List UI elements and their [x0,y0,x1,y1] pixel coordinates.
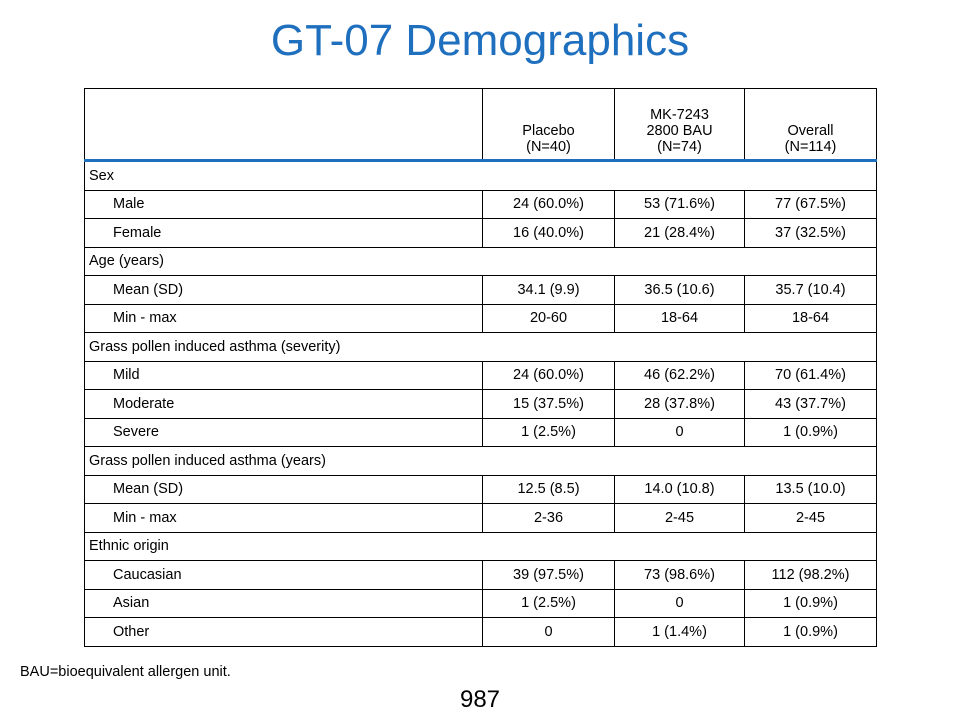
cell-placebo: 34.1 (9.9) [482,275,615,305]
row-label: Min - max [84,503,483,533]
table-row: Mild 24 (60.0%) 46 (62.2%) 70 (61.4%) [84,360,877,390]
cell-mk7243: 73 (98.6%) [614,560,745,590]
cell-overall: 37 (32.5%) [744,218,877,248]
cell-overall: 13.5 (10.0) [744,474,877,504]
section-label: Grass pollen induced asthma (years) [84,446,877,476]
section-label: Age (years) [84,246,877,276]
table-header-row: Placebo (N=40) MK-7243 2800 BAU (N=74) O… [84,88,877,162]
cell-mk7243: 0 [614,588,745,618]
section-row: Grass pollen induced asthma (severity) [84,332,877,362]
row-label: Asian [84,588,483,618]
cell-placebo: 15 (37.5%) [482,389,615,419]
cell-mk7243: 0 [614,417,745,447]
cell-placebo: 20-60 [482,303,615,333]
table-row: Caucasian 39 (97.5%) 73 (98.6%) 112 (98.2%) [84,560,877,590]
cell-placebo: 16 (40.0%) [482,218,615,248]
table-row: Asian 1 (2.5%) 0 1 (0.9%) [84,588,877,618]
row-label: Mean (SD) [84,474,483,504]
row-label: Min - max [84,303,483,333]
section-label: Sex [84,160,877,191]
header-empty-cell [84,88,483,162]
cell-placebo: 24 (60.0%) [482,189,615,219]
cell-placebo: 2-36 [482,503,615,533]
row-label: Other [84,617,483,647]
cell-mk7243: 1 (1.4%) [614,617,745,647]
row-label: Mild [84,360,483,390]
section-row: Grass pollen induced asthma (years) [84,446,877,476]
cell-overall: 1 (0.9%) [744,588,877,618]
cell-mk7243: 46 (62.2%) [614,360,745,390]
cell-mk7243: 21 (28.4%) [614,218,745,248]
row-label: Male [84,189,483,219]
row-label: Mean (SD) [84,275,483,305]
cell-mk7243: 36.5 (10.6) [614,275,745,305]
table-body: Sex Male 24 (60.0%) 53 (71.6%) 77 (67.5%) Fem… [84,160,877,647]
cell-overall: 35.7 (10.4) [744,275,877,305]
row-label: Severe [84,417,483,447]
section-row: Sex [84,160,877,191]
header-placebo: Placebo (N=40) [482,88,615,162]
header-placebo-line: Placebo [522,123,575,139]
table-row: Female 16 (40.0%) 21 (28.4%) 37 (32.5%) [84,218,877,248]
cell-placebo: 12.5 (8.5) [482,474,615,504]
section-row: Ethnic origin [84,531,877,561]
demographics-table: Placebo (N=40) MK-7243 2800 BAU (N=74) O… [84,88,877,647]
header-mk-line1: MK-7243 [650,107,709,123]
page-title: GT-07 Demographics [270,16,690,65]
header-placebo-n: (N=40) [526,139,571,155]
cell-overall: 43 (37.7%) [744,389,877,419]
cell-mk7243: 14.0 (10.8) [614,474,745,504]
header-overall: Overall (N=114) [744,88,877,162]
table-row: Mean (SD) 34.1 (9.9) 36.5 (10.6) 35.7 (10.4… [84,275,877,305]
section-label: Grass pollen induced asthma (severity) [84,332,877,362]
table-row: Other 0 1 (1.4%) 1 (0.9%) [84,617,877,647]
cell-overall: 70 (61.4%) [744,360,877,390]
header-mk7243: MK-7243 2800 BAU (N=74) [614,88,745,162]
footnote: BAU=bioequivalent allergen unit. [20,664,231,680]
header-mk-line2: 2800 BAU [646,123,713,139]
cell-mk7243: 28 (37.8%) [614,389,745,419]
header-overall-n: (N=114) [784,139,837,155]
header-mk-n: (N=74) [657,139,702,155]
table-row: Min - max 2-36 2-45 2-45 [84,503,877,533]
header-overall-line: Overall [787,123,834,139]
page-number: 987 [459,686,501,713]
table-row: Min - max 20-60 18-64 18-64 [84,303,877,333]
cell-placebo: 39 (97.5%) [482,560,615,590]
cell-overall: 2-45 [744,503,877,533]
cell-mk7243: 53 (71.6%) [614,189,745,219]
cell-placebo: 24 (60.0%) [482,360,615,390]
cell-placebo: 0 [482,617,615,647]
row-label: Moderate [84,389,483,419]
cell-placebo: 1 (2.5%) [482,417,615,447]
section-label: Ethnic origin [84,531,877,561]
table-row: Mean (SD) 12.5 (8.5) 14.0 (10.8) 13.5 (10.0… [84,474,877,504]
cell-mk7243: 18-64 [614,303,745,333]
row-label: Female [84,218,483,248]
cell-overall: 18-64 [744,303,877,333]
cell-overall: 112 (98.2%) [744,560,877,590]
table-row: Male 24 (60.0%) 53 (71.6%) 77 (67.5%) [84,189,877,219]
section-row: Age (years) [84,246,877,276]
cell-overall: 1 (0.9%) [744,417,877,447]
cell-overall: 77 (67.5%) [744,189,877,219]
row-label: Caucasian [84,560,483,590]
cell-mk7243: 2-45 [614,503,745,533]
cell-placebo: 1 (2.5%) [482,588,615,618]
table-row: Severe 1 (2.5%) 0 1 (0.9%) [84,417,877,447]
table-row: Moderate 15 (37.5%) 28 (37.8%) 43 (37.7%) [84,389,877,419]
cell-overall: 1 (0.9%) [744,617,877,647]
